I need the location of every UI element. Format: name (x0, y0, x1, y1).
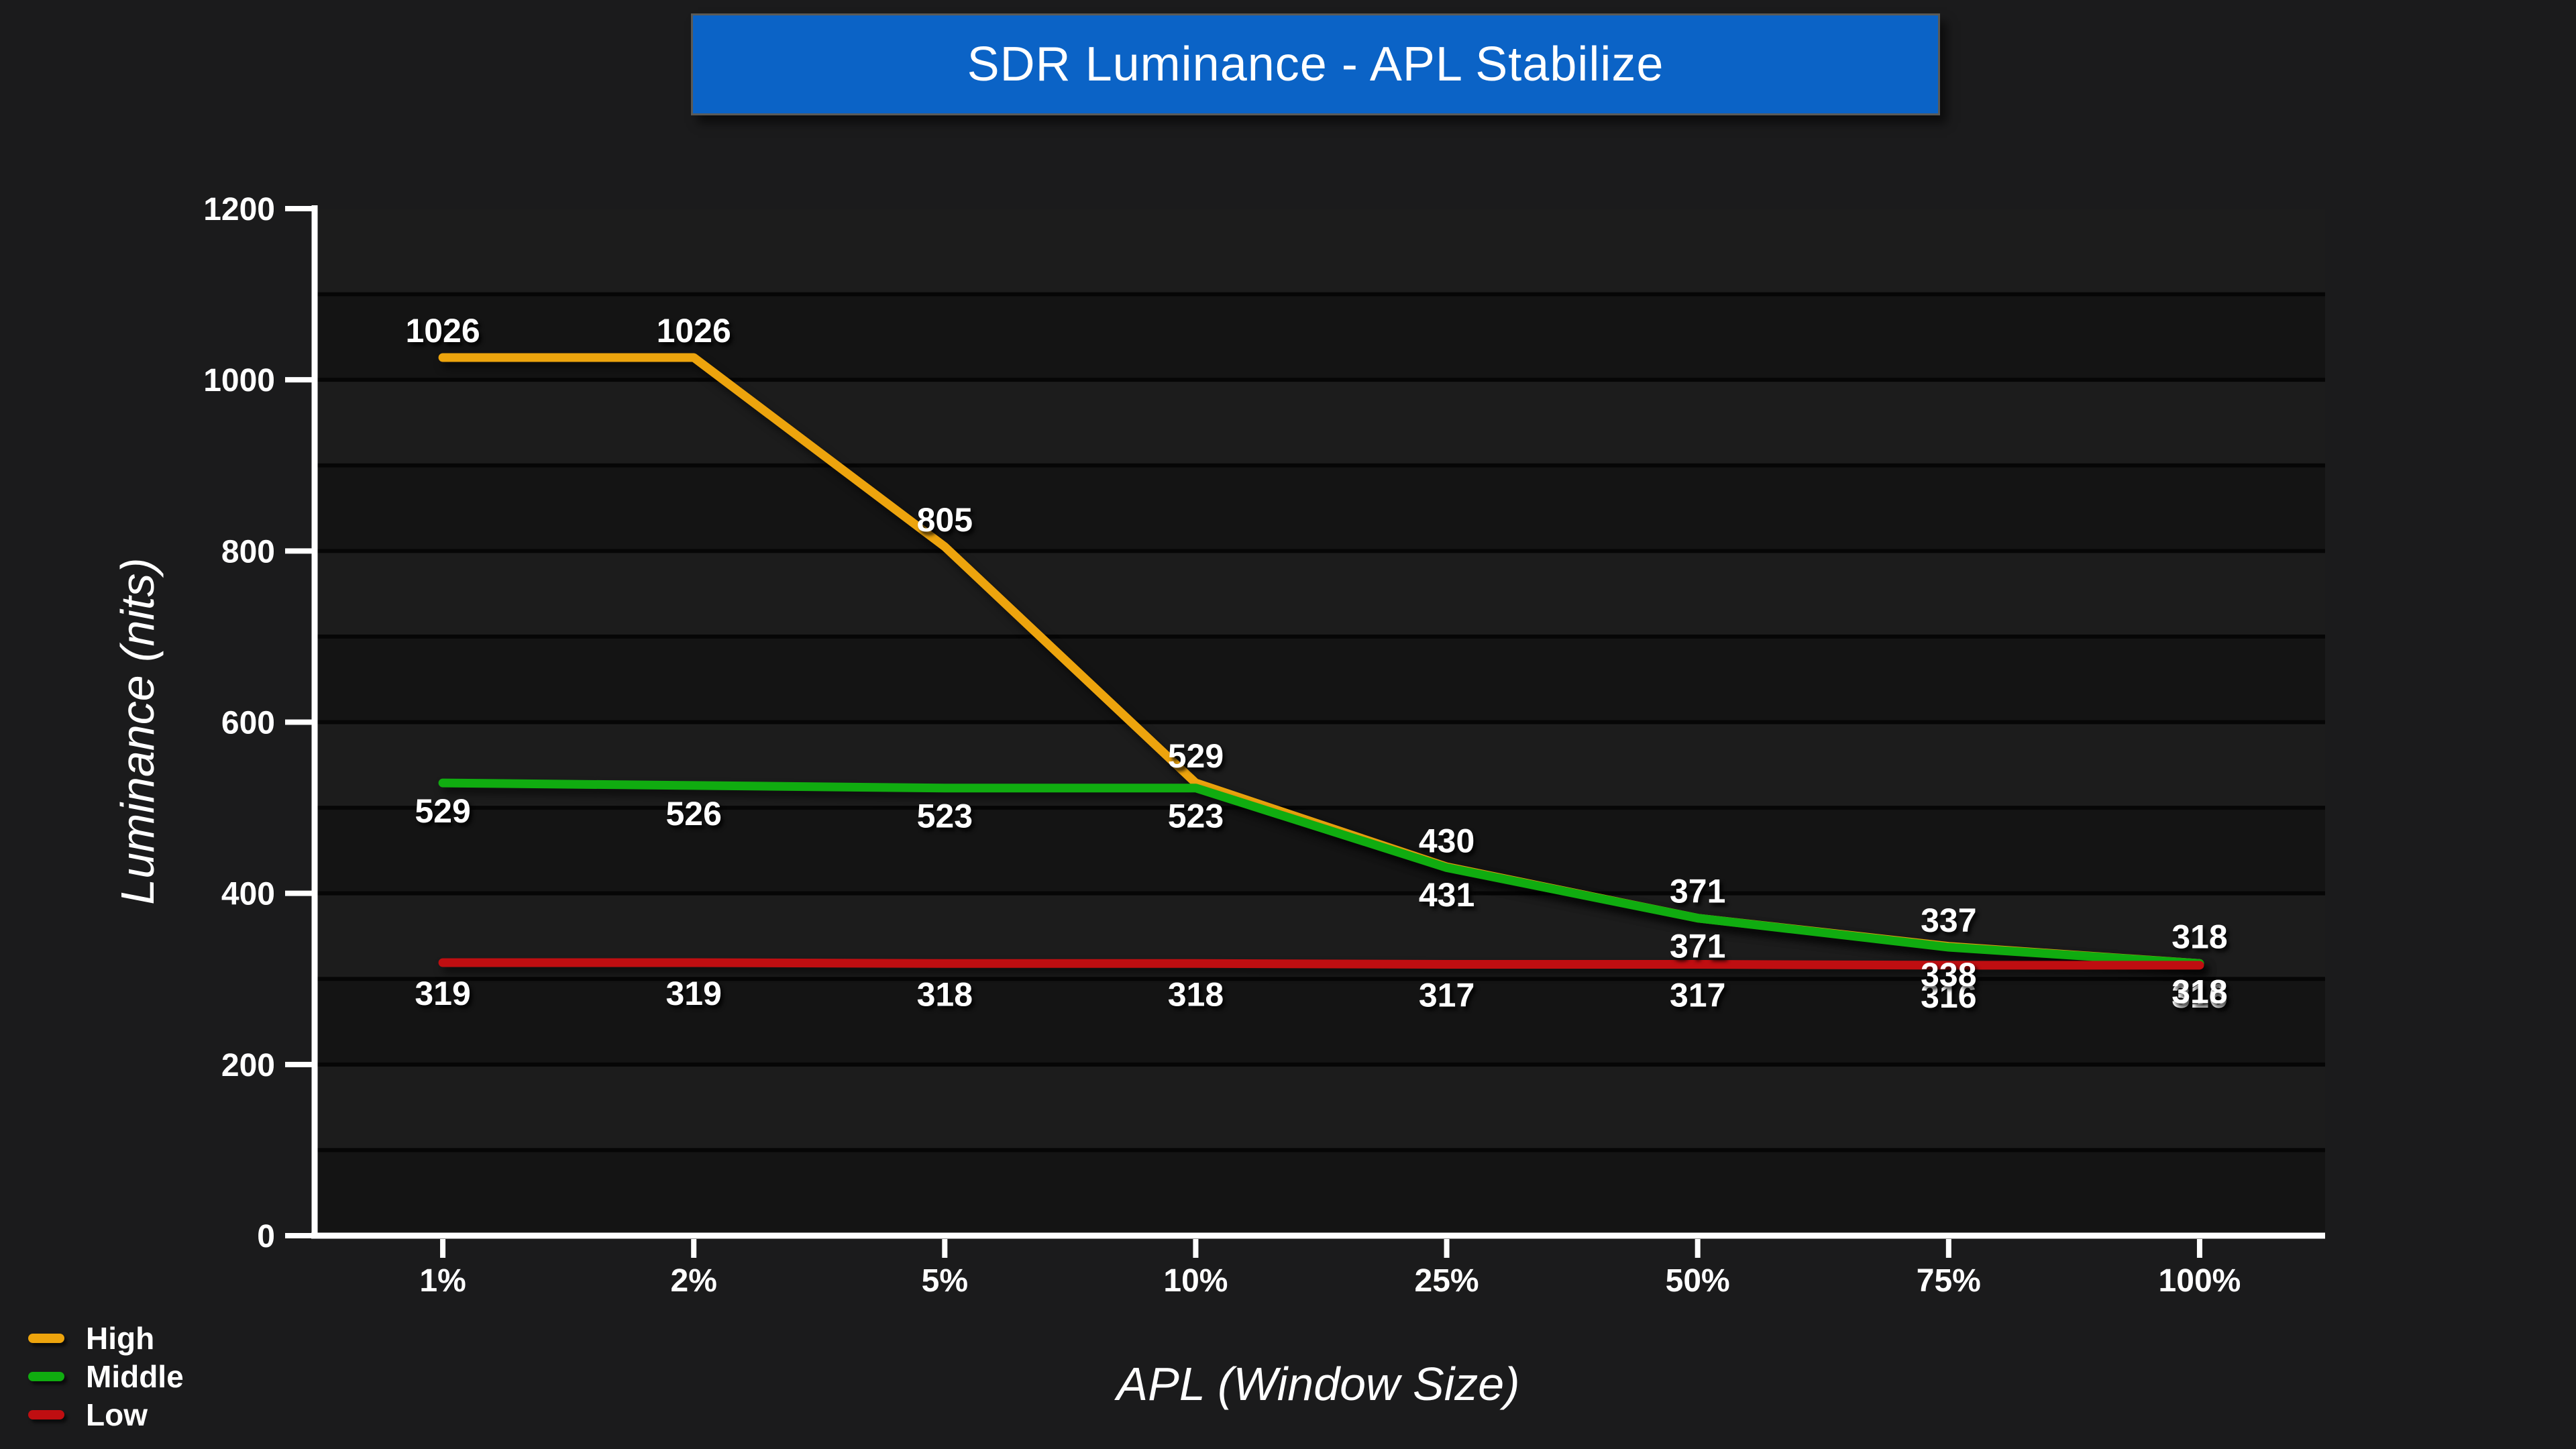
legend-item-high: High (28, 1319, 184, 1357)
y-tick-label: 200 (221, 1048, 275, 1083)
series-low (438, 958, 2204, 970)
legend-label-low: Low (86, 1397, 148, 1432)
gridlines (317, 292, 2325, 1152)
data-label-high: 805 (917, 501, 973, 539)
data-labels-low: 319 319 318 318 317 317 316 316 (415, 975, 2227, 1015)
y-tick-label: 800 (221, 534, 275, 570)
grid-band (317, 294, 2325, 380)
data-label-high: 318 (2171, 973, 2227, 1010)
x-tick-label: 50% (1666, 1263, 1730, 1299)
grid-band (317, 1150, 2325, 1236)
data-label-low: 316 (2171, 977, 2227, 1015)
data-label-high: 1026 (657, 312, 731, 350)
series-line-middle (438, 778, 2204, 968)
grid-band (317, 722, 2325, 808)
data-label-high: 431 (1419, 876, 1474, 914)
grid-band (317, 1064, 2325, 1150)
grid-band (317, 979, 2325, 1065)
data-labels-middle: 529 526 523 523 430 371 337 318 (415, 792, 2227, 955)
data-label-low: 316 (1921, 977, 1976, 1015)
data-label-high: 338 (1921, 956, 1976, 994)
y-tick-label: 400 (221, 877, 275, 912)
axes (311, 205, 2325, 1239)
y-axis-title: Luminance (nits) (111, 557, 164, 905)
data-label-low: 317 (1419, 977, 1474, 1014)
y-tick-label: 1000 (203, 363, 275, 398)
data-label-low: 319 (415, 975, 470, 1012)
data-label-middle: 371 (1670, 873, 1725, 910)
data-label-low: 317 (1670, 977, 1725, 1014)
legend-swatch-middle (28, 1371, 64, 1381)
x-tick-label: 2% (671, 1263, 717, 1299)
grid-band (317, 380, 2325, 466)
series-middle (438, 778, 2204, 968)
data-label-low: 318 (917, 975, 973, 1013)
legend-item-middle: Middle (28, 1357, 184, 1395)
legend-label-middle: Middle (86, 1358, 184, 1394)
x-tick-label: 10% (1163, 1263, 1228, 1299)
grid-band (317, 551, 2325, 637)
y-axis-ticks: 0 200 400 600 800 1000 1200 (203, 192, 312, 1254)
data-label-middle: 430 (1419, 822, 1474, 859)
x-tick-label: 25% (1415, 1263, 1479, 1299)
x-tick-label: 5% (922, 1263, 968, 1299)
y-tick-label: 0 (257, 1219, 275, 1254)
legend-swatch-low (28, 1409, 64, 1419)
grid-band (317, 465, 2325, 551)
chart-title: SDR Luminance - APL Stabilize (967, 38, 1664, 91)
legend-label-high: High (86, 1320, 155, 1356)
x-tick-label: 100% (2159, 1263, 2241, 1299)
data-label-low: 318 (1168, 975, 1224, 1013)
legend-item-low: Low (28, 1395, 184, 1434)
y-tick-label: 1200 (203, 192, 275, 227)
x-axis-ticks: 1% 2% 5% 10% 25% 50% 75% 100% (419, 1239, 2241, 1299)
plot-bands (317, 209, 2325, 1236)
x-tick-label: 75% (1917, 1263, 1981, 1299)
data-label-middle: 318 (2171, 918, 2227, 955)
x-tick-label: 1% (419, 1263, 466, 1299)
grid-band (317, 636, 2325, 722)
data-label-middle: 526 (665, 795, 721, 833)
data-label-middle: 523 (1168, 798, 1224, 835)
chart-title-bar: SDR Luminance - APL Stabilize (691, 13, 1940, 115)
data-label-high: 371 (1670, 928, 1725, 965)
series-line-low (438, 958, 2204, 970)
data-label-middle: 529 (415, 792, 470, 830)
grid-band (317, 209, 2325, 294)
y-tick-label: 600 (221, 706, 275, 741)
data-label-middle: 523 (917, 798, 973, 835)
data-label-high: 529 (1168, 737, 1224, 775)
x-axis-title: APL (Window Size) (1116, 1358, 1520, 1410)
chart-legend: High Middle Low (28, 1319, 184, 1434)
data-label-low: 319 (665, 975, 721, 1012)
data-label-high: 1026 (405, 312, 480, 350)
legend-swatch-high (28, 1333, 64, 1343)
data-label-middle: 337 (1921, 902, 1976, 939)
data-labels-high: 1026 1026 805 529 431 371 338 318 (405, 312, 2227, 1010)
